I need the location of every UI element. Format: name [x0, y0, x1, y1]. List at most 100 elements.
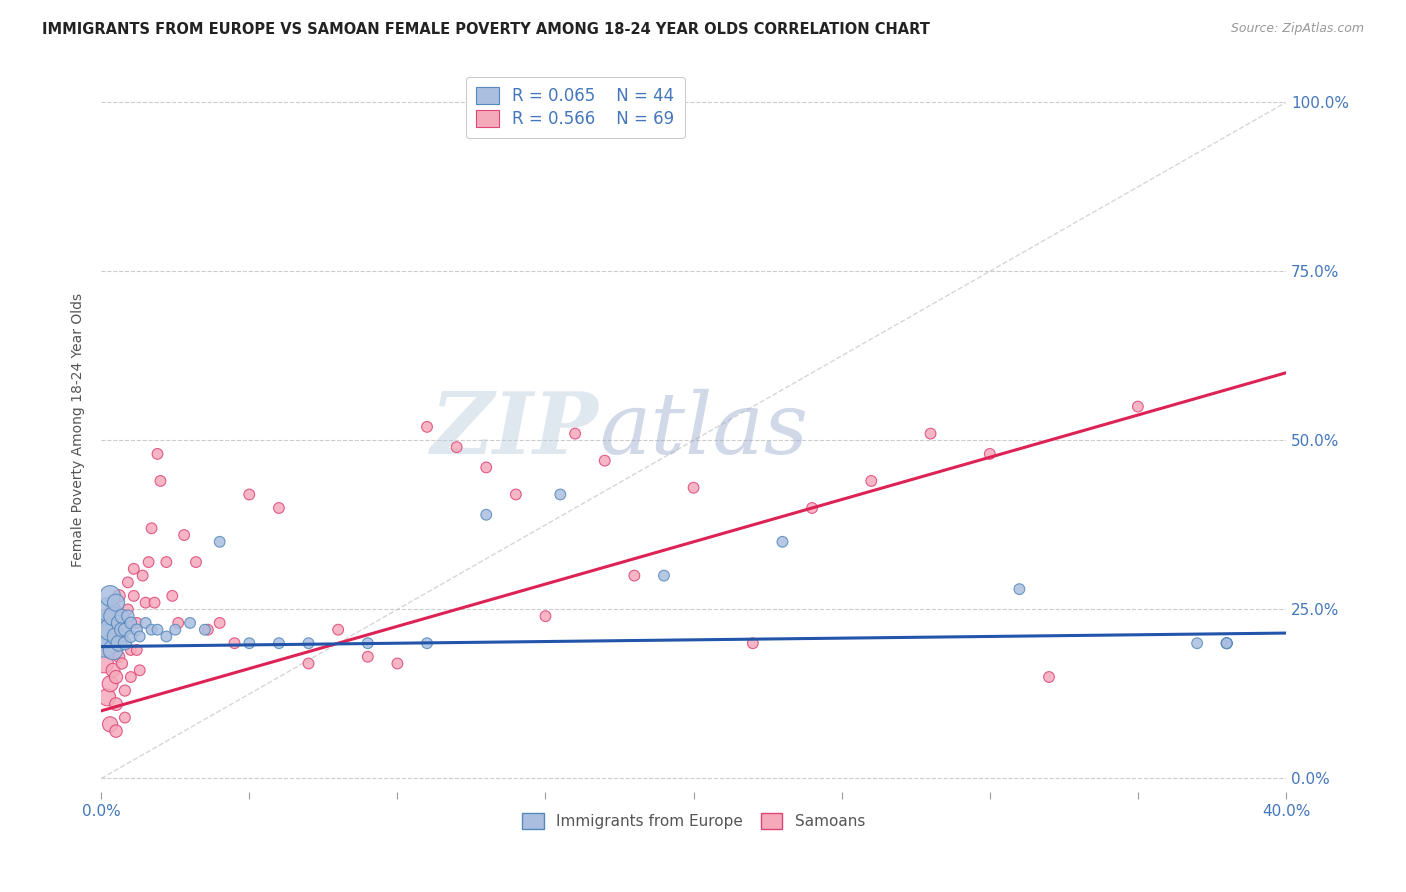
Point [128, 663, 150, 677]
Point [173, 528, 195, 542]
Point [138, 555, 160, 569]
Point [114, 623, 136, 637]
Point [1038, 670, 1060, 684]
Point [550, 487, 572, 501]
Point [125, 615, 148, 630]
Point [93, 623, 115, 637]
Point [117, 602, 139, 616]
Point [114, 710, 136, 724]
Point [167, 615, 190, 630]
Point [801, 500, 824, 515]
Point [96, 615, 118, 630]
Point [131, 568, 153, 582]
Point [387, 657, 409, 671]
Point [772, 534, 794, 549]
Point [267, 500, 290, 515]
Point [101, 609, 124, 624]
Point [122, 562, 145, 576]
Point [208, 534, 231, 549]
Point [98, 677, 121, 691]
Point [208, 615, 231, 630]
Point [101, 630, 124, 644]
Point [1215, 636, 1237, 650]
Point [101, 602, 124, 616]
Point [111, 657, 134, 671]
Point [111, 630, 134, 644]
Point [105, 630, 128, 644]
Point [98, 643, 121, 657]
Point [135, 615, 157, 630]
Point [194, 623, 217, 637]
Point [741, 636, 763, 650]
Point [96, 630, 118, 644]
Point [238, 636, 260, 650]
Point [101, 663, 124, 677]
Point [117, 575, 139, 590]
Point [682, 481, 704, 495]
Point [146, 447, 169, 461]
Point [98, 589, 121, 603]
Text: Source: ZipAtlas.com: Source: ZipAtlas.com [1230, 22, 1364, 36]
Point [122, 589, 145, 603]
Point [860, 474, 883, 488]
Point [593, 453, 616, 467]
Point [108, 615, 131, 630]
Point [114, 683, 136, 698]
Point [475, 508, 498, 522]
Point [534, 609, 557, 624]
Point [120, 630, 142, 644]
Point [416, 636, 439, 650]
Point [165, 623, 187, 637]
Point [446, 440, 468, 454]
Text: ZIP: ZIP [430, 389, 599, 472]
Point [1008, 582, 1031, 596]
Point [146, 623, 169, 637]
Point [179, 615, 201, 630]
Point [108, 649, 131, 664]
Point [224, 636, 246, 650]
Point [623, 568, 645, 582]
Point [108, 615, 131, 630]
Point [1126, 400, 1149, 414]
Point [920, 426, 942, 441]
Point [1215, 636, 1237, 650]
Point [117, 609, 139, 624]
Point [93, 657, 115, 671]
Point [505, 487, 527, 501]
Point [155, 555, 177, 569]
Point [120, 643, 142, 657]
Point [111, 623, 134, 637]
Point [328, 623, 350, 637]
Point [105, 724, 128, 739]
Legend: Immigrants from Europe, Samoans: Immigrants from Europe, Samoans [516, 806, 872, 835]
Point [105, 670, 128, 684]
Point [197, 623, 219, 637]
Y-axis label: Female Poverty Among 18-24 Year Olds: Female Poverty Among 18-24 Year Olds [72, 293, 86, 567]
Point [1215, 636, 1237, 650]
Point [267, 636, 290, 650]
Point [120, 615, 142, 630]
Point [162, 589, 184, 603]
Point [105, 697, 128, 711]
Point [125, 643, 148, 657]
Point [114, 636, 136, 650]
Point [98, 717, 121, 731]
Point [93, 615, 115, 630]
Point [98, 623, 121, 637]
Text: atlas: atlas [599, 389, 808, 472]
Point [149, 474, 172, 488]
Point [125, 623, 148, 637]
Point [238, 487, 260, 501]
Point [135, 596, 157, 610]
Point [105, 596, 128, 610]
Point [141, 521, 163, 535]
Point [155, 630, 177, 644]
Point [475, 460, 498, 475]
Point [357, 649, 380, 664]
Point [120, 670, 142, 684]
Point [652, 568, 675, 582]
Point [357, 636, 380, 650]
Point [108, 589, 131, 603]
Point [1185, 636, 1208, 650]
Point [143, 596, 166, 610]
